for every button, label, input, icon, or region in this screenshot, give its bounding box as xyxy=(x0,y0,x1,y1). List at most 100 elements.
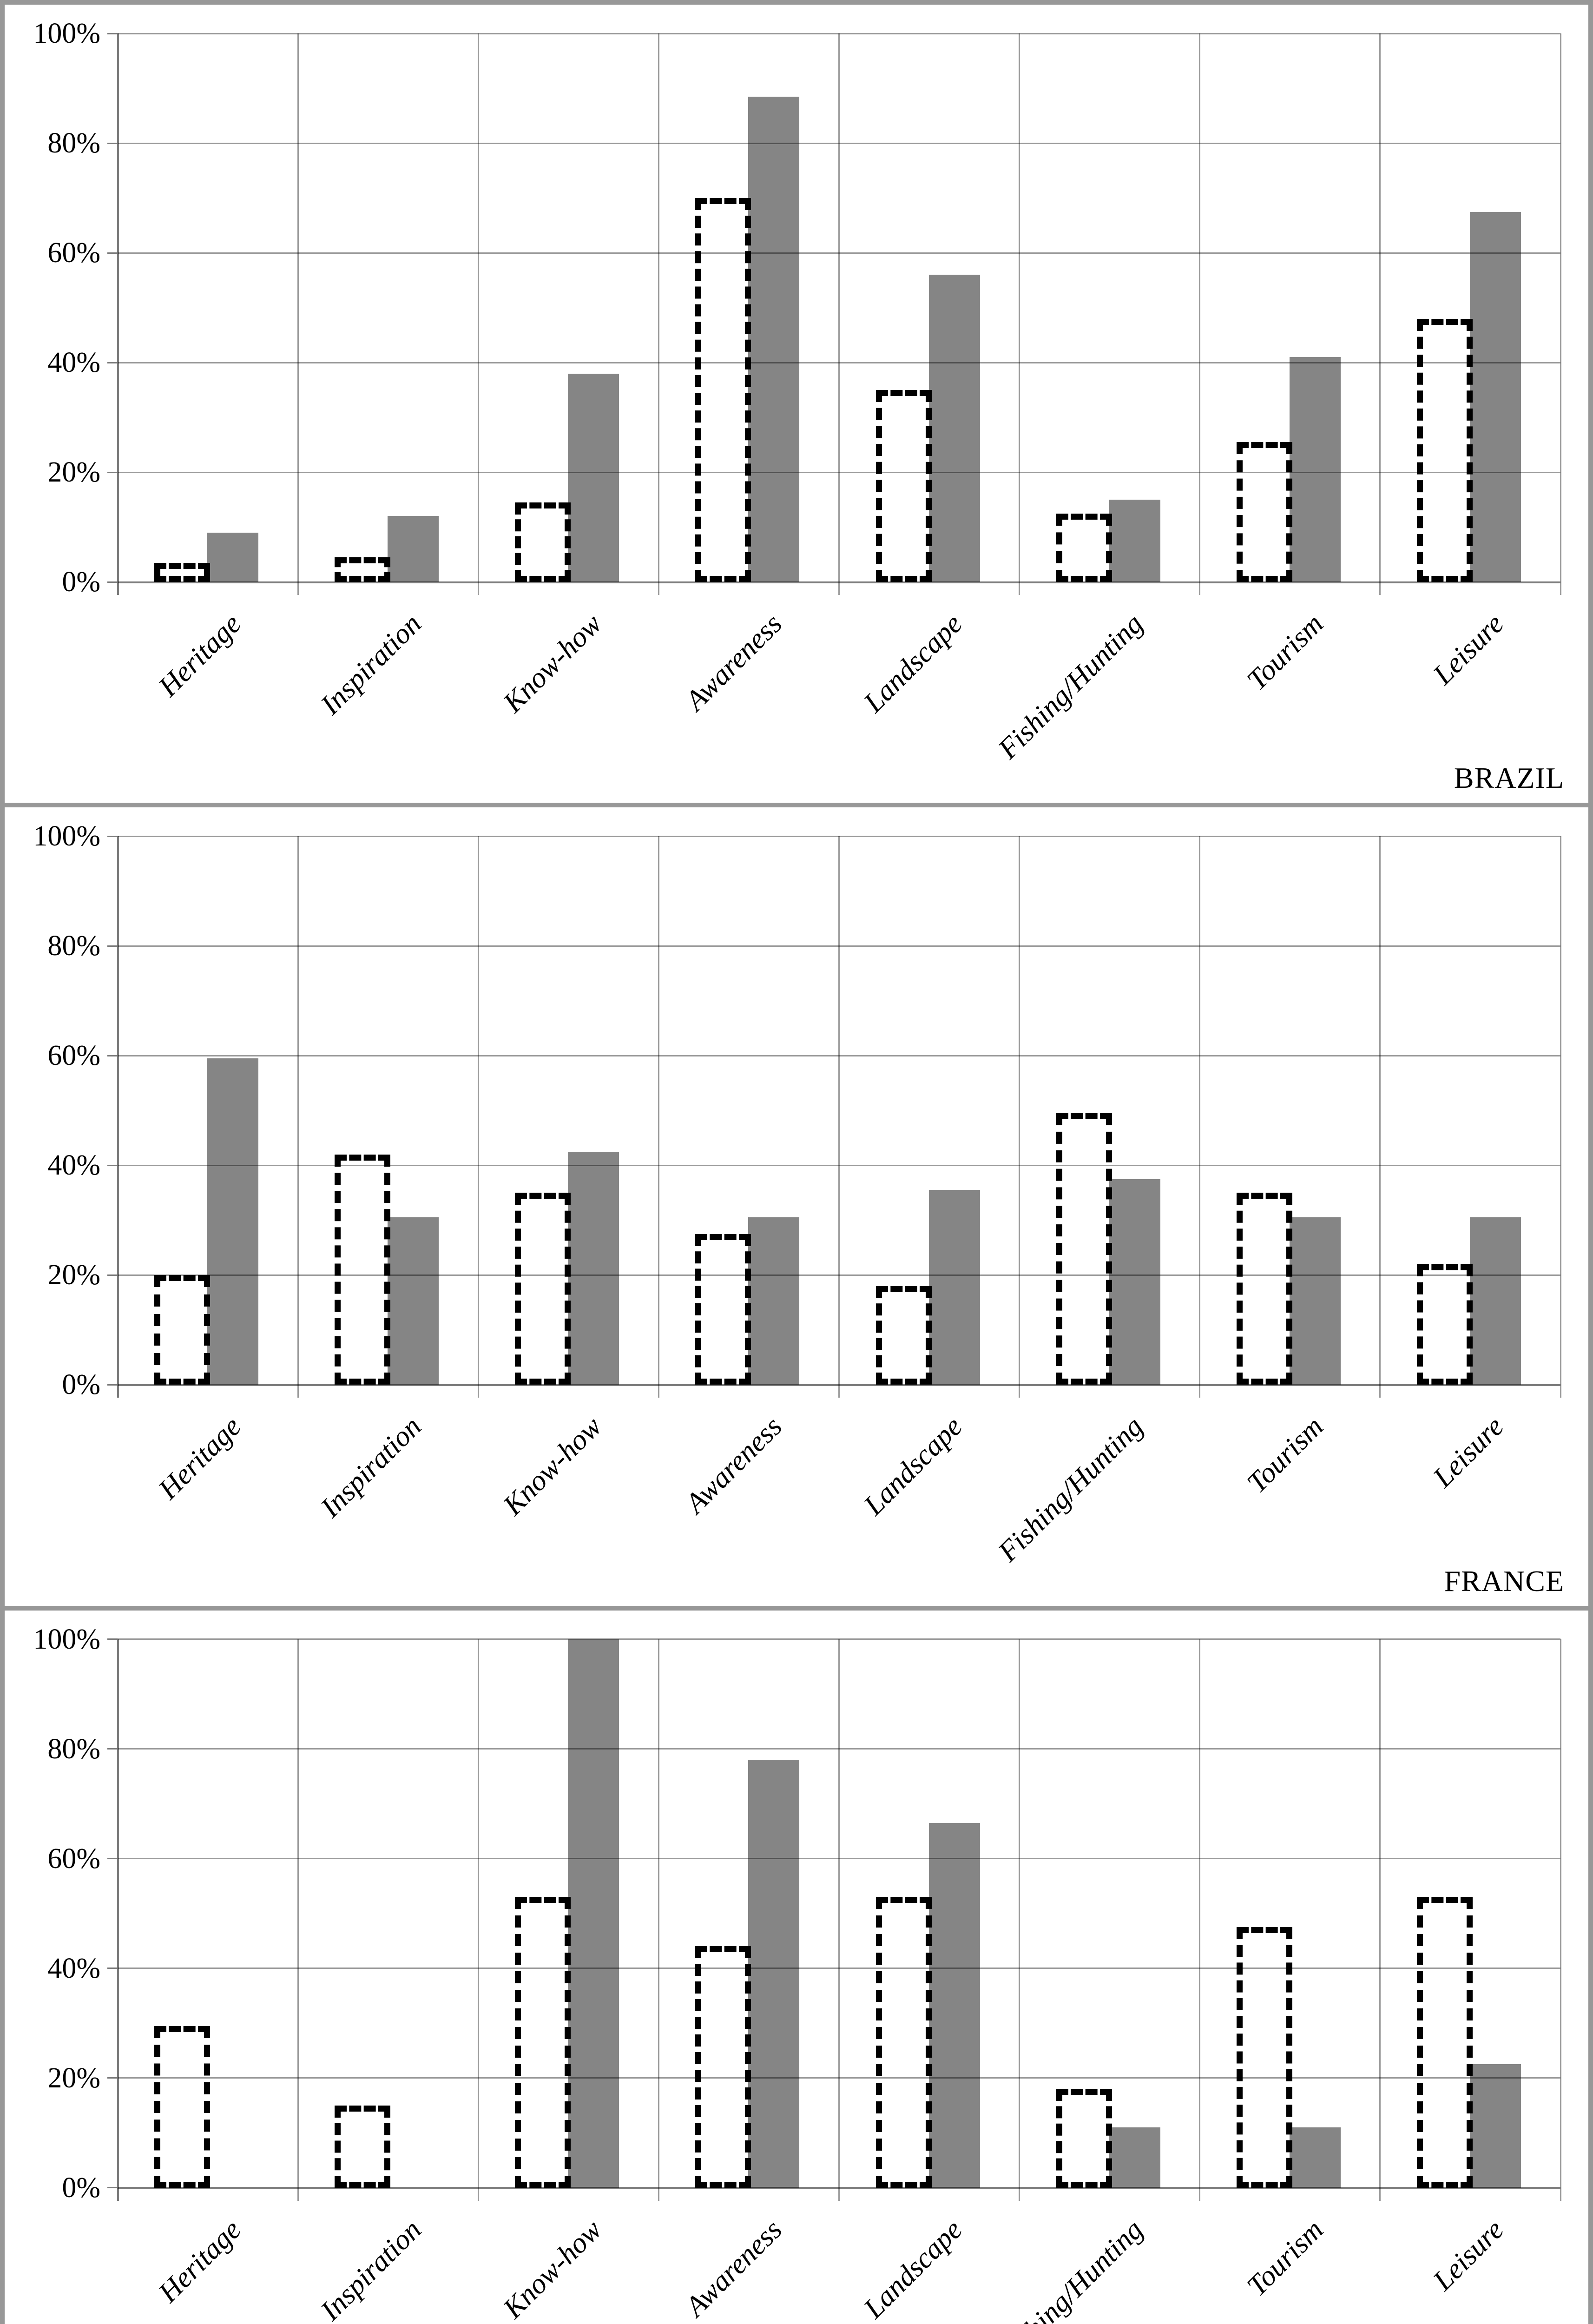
y-axis-line xyxy=(117,836,119,1398)
bar-dashed xyxy=(695,198,751,582)
x-axis-line xyxy=(118,2187,1560,2189)
x-axis-line xyxy=(118,1384,1560,1386)
bar-solid xyxy=(388,1217,439,1385)
horizontal-gridline xyxy=(118,471,1560,473)
bar-dashed xyxy=(335,2105,391,2188)
y-tick-label: 20% xyxy=(47,1259,100,1291)
category-label: Inspiration xyxy=(315,2213,428,2324)
y-tick-mark xyxy=(107,2187,118,2189)
bar-solid xyxy=(928,1190,980,1385)
y-tick-mark xyxy=(107,1384,118,1386)
y-tick-label: 80% xyxy=(47,930,100,962)
vertical-gridline xyxy=(658,33,659,595)
bar-solid xyxy=(1289,1217,1341,1385)
bar-dashed xyxy=(335,557,391,582)
bar-solid xyxy=(207,532,259,582)
vertical-gridline xyxy=(297,836,299,1398)
category-label: Heritage xyxy=(152,2213,247,2309)
y-tick-label: 100% xyxy=(33,18,100,49)
horizontal-gridline xyxy=(118,945,1560,947)
bar-solid xyxy=(388,516,439,582)
vertical-gridline xyxy=(1019,1639,1020,2201)
horizontal-gridline xyxy=(118,2077,1560,2079)
bar-dashed xyxy=(1236,1927,1292,2188)
vertical-gridline xyxy=(838,836,840,1398)
vertical-gridline xyxy=(1019,33,1020,595)
vertical-gridline xyxy=(1199,836,1201,1398)
bar-dashed xyxy=(875,1286,932,1385)
vertical-gridline xyxy=(477,836,479,1398)
bar-dashed xyxy=(154,562,211,582)
bar-dashed xyxy=(875,1897,932,2188)
bar-solid xyxy=(1109,500,1160,582)
vertical-gridline xyxy=(1379,836,1381,1398)
bar-solid xyxy=(928,1822,980,2188)
bar-solid xyxy=(1469,1217,1521,1385)
category-label: Inspiration xyxy=(315,1411,428,1524)
y-tick-mark xyxy=(107,362,118,363)
y-axis-line xyxy=(117,1639,119,2201)
category-label: Awareness xyxy=(679,1411,789,1520)
y-tick-label: 0% xyxy=(62,2172,100,2204)
horizontal-gridline xyxy=(118,1164,1560,1166)
y-tick-label: 100% xyxy=(33,1623,100,1655)
bar-solid xyxy=(1289,2127,1341,2188)
bar-dashed xyxy=(1236,442,1292,582)
bar-dashed xyxy=(1416,318,1473,582)
category-label: Heritage xyxy=(152,607,247,703)
horizontal-gridline xyxy=(118,142,1560,144)
category-label: Leisure xyxy=(1427,2213,1510,2297)
bar-solid xyxy=(1469,211,1521,582)
y-tick-label: 100% xyxy=(33,820,100,852)
category-label: Know-how xyxy=(497,1411,608,1522)
bar-dashed xyxy=(1056,1113,1112,1385)
bar-solid xyxy=(207,1058,259,1385)
category-label: Tourism xyxy=(1241,2213,1330,2302)
vertical-gridline xyxy=(658,836,659,1398)
bar-solid xyxy=(1109,2127,1160,2188)
bar-dashed xyxy=(875,390,932,582)
bar-dashed xyxy=(1236,1193,1292,1385)
vertical-gridline xyxy=(1019,836,1020,1398)
category-label: Tourism xyxy=(1241,607,1330,697)
horizontal-gridline xyxy=(118,1748,1560,1750)
bar-dashed xyxy=(1056,2089,1112,2188)
y-tick-label: 80% xyxy=(47,1733,100,1765)
bar-dashed xyxy=(515,1897,571,2188)
category-label: Awareness xyxy=(679,607,789,717)
bar-dashed xyxy=(1416,1897,1473,2188)
chart-panel-france: FRANCE 100% 80% 60% 40% 20% 0% Heritage Inspira… xyxy=(5,807,1588,1606)
y-tick-label: 40% xyxy=(47,1149,100,1182)
vertical-gridline xyxy=(1379,33,1381,595)
y-tick-mark xyxy=(107,1055,118,1056)
y-tick-mark xyxy=(107,1858,118,1860)
category-label: Know-how xyxy=(497,607,608,719)
y-tick-label: 0% xyxy=(62,566,100,598)
y-tick-label: 80% xyxy=(47,127,100,159)
bar-dashed xyxy=(515,502,571,582)
y-tick-label: 40% xyxy=(47,347,100,378)
chart-panel-indonesia: INDONESIA 100%80%60%40%20%0%HeritageInsp… xyxy=(5,1610,1588,2324)
category-label: Landscape xyxy=(858,1411,969,1522)
vertical-gridline xyxy=(1379,1639,1381,2201)
vertical-gridline xyxy=(297,33,299,595)
bar-solid xyxy=(748,1760,800,2188)
y-tick-mark xyxy=(107,1748,118,1750)
y-tick-mark xyxy=(107,252,118,254)
vertical-gridline xyxy=(838,33,840,595)
y-tick-mark xyxy=(107,581,118,583)
y-tick-mark xyxy=(107,471,118,473)
x-axis-line xyxy=(118,581,1560,583)
vertical-gridline xyxy=(658,1639,659,2201)
y-tick-label: 40% xyxy=(47,1952,100,1984)
category-label: Know-how xyxy=(497,2213,608,2324)
y-axis-line xyxy=(117,33,119,595)
category-label: Landscape xyxy=(858,607,969,719)
category-label: Awareness xyxy=(679,2213,789,2323)
bar-dashed xyxy=(695,1946,751,2188)
horizontal-gridline xyxy=(118,1967,1560,1969)
y-tick-label: 20% xyxy=(47,2062,100,2094)
bar-dashed xyxy=(1056,513,1112,582)
y-tick-mark xyxy=(107,142,118,144)
vertical-gridline xyxy=(1199,1639,1201,2201)
